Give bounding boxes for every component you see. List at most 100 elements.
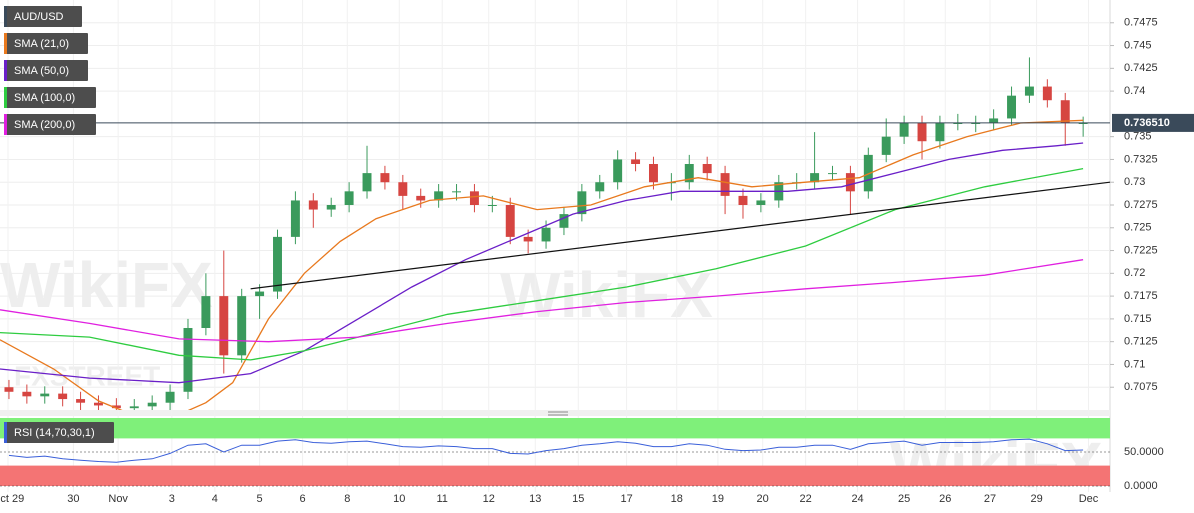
panel-separator[interactable] — [0, 410, 1110, 416]
watermark: WikiFX — [500, 259, 713, 331]
candle-body — [541, 227, 551, 242]
candle-body — [344, 191, 354, 205]
y-tick-label: 50.0000 — [1124, 446, 1164, 458]
x-tick-label: 22 — [800, 493, 812, 505]
x-tick-label: Oct 29 — [0, 493, 24, 505]
y-tick-label: 0.72 — [1124, 267, 1145, 279]
legend-label[interactable]: SMA (100,0) — [14, 92, 75, 104]
rsi-panel — [0, 418, 1110, 487]
legend-swatch[interactable] — [4, 33, 7, 54]
candle-body — [255, 291, 265, 297]
x-tick-label: 29 — [1030, 493, 1042, 505]
last-price-label: 0.736510 — [1124, 117, 1170, 129]
x-tick-label: 15 — [572, 493, 584, 505]
candle-body — [76, 399, 86, 403]
candle-body — [416, 195, 426, 201]
candle-body — [219, 296, 229, 356]
y-tick-label: 0.73 — [1124, 176, 1145, 188]
candle-body — [613, 159, 623, 183]
legend-label[interactable]: SMA (50,0) — [14, 65, 69, 77]
x-tick-label: 8 — [344, 493, 350, 505]
rsi-legend-swatch[interactable] — [4, 422, 7, 443]
y-tick-label: 0.735 — [1124, 131, 1152, 143]
candle-body — [22, 391, 32, 397]
candle-body — [237, 296, 247, 356]
legend-box[interactable] — [4, 114, 96, 135]
x-tick-label: 20 — [757, 493, 769, 505]
candle-body — [1060, 100, 1070, 123]
rsi-band — [0, 465, 1110, 486]
candle-body — [971, 123, 981, 124]
legend-swatch[interactable] — [4, 114, 7, 135]
candle-body — [899, 123, 909, 137]
y-tick-label: 0.7225 — [1124, 244, 1158, 256]
sma-line — [0, 259, 1084, 343]
y-tick-label: 0.74 — [1124, 85, 1145, 97]
candle-body — [1078, 123, 1088, 124]
candle-body — [165, 391, 175, 403]
x-tick-label: 10 — [393, 493, 405, 505]
y-tick-label: 0.7425 — [1124, 62, 1158, 74]
sma-line — [0, 142, 1084, 384]
candle-body — [147, 402, 157, 407]
y-tick-label: 0.725 — [1124, 222, 1152, 234]
candle-body — [595, 182, 605, 192]
legend-label[interactable]: SMA (21,0) — [14, 38, 69, 50]
rsi-band — [0, 418, 1110, 439]
rsi-legend-box[interactable] — [4, 422, 114, 443]
grid — [0, 0, 1110, 492]
x-tick-label: 5 — [257, 493, 263, 505]
candle-body — [40, 393, 50, 397]
x-tick-label: 26 — [939, 493, 951, 505]
legend-box[interactable] — [4, 87, 96, 108]
legend-label[interactable]: AUD/USD — [14, 11, 64, 23]
y-tick-label: 0.7275 — [1124, 199, 1158, 211]
x-tick-label: 24 — [851, 493, 863, 505]
candle-body — [738, 195, 748, 205]
y-tick-label: 0.7075 — [1124, 381, 1158, 393]
x-tick-label: 6 — [300, 493, 306, 505]
candle-body — [452, 191, 462, 193]
x-tick-label: 3 — [169, 493, 175, 505]
candle-body — [989, 118, 999, 123]
candle-body — [183, 328, 193, 392]
candle-body — [326, 205, 336, 210]
x-tick-label: 25 — [898, 493, 910, 505]
legend-box[interactable] — [4, 60, 88, 81]
rsi-line — [8, 438, 1084, 463]
candle-body — [684, 164, 694, 183]
axes: 0.7075 0.71 0.7125 0.715 0.7175 0.72 0.7225 0.7… — [0, 17, 1194, 505]
legend-swatch[interactable] — [4, 60, 7, 81]
candle-body — [362, 173, 372, 192]
legend-box[interactable] — [4, 33, 88, 54]
x-tick-label: 12 — [483, 493, 495, 505]
watermark: WikiFX — [0, 249, 213, 321]
candle-body — [290, 200, 300, 237]
legend-swatch[interactable] — [4, 87, 7, 108]
candle-body — [810, 173, 820, 183]
candle-body — [380, 173, 390, 183]
candle-body — [559, 214, 569, 228]
candle-body — [756, 200, 766, 205]
candle-body — [1042, 86, 1052, 101]
x-tick-label: Nov — [108, 493, 128, 505]
price-panel — [0, 57, 1110, 410]
candle-body — [631, 159, 641, 164]
candle-body — [434, 191, 444, 201]
x-tick-label: 18 — [671, 493, 683, 505]
sma-line — [0, 119, 1084, 410]
y-tick-label: 0.715 — [1124, 313, 1152, 325]
watermark: FXSTREET — [14, 360, 160, 391]
watermark: WikiFX — [890, 429, 1103, 501]
legend-box[interactable] — [4, 6, 82, 27]
legend-label[interactable]: SMA (200,0) — [14, 119, 75, 131]
x-tick-label: 27 — [984, 493, 996, 505]
x-tick-label: 30 — [67, 493, 79, 505]
candle-body — [93, 402, 103, 406]
sma-line — [0, 167, 1084, 361]
candle-body — [58, 393, 68, 400]
rsi-legend-label[interactable]: RSI (14,70,30,1) — [14, 427, 95, 439]
candle-body — [828, 173, 837, 175]
legend-swatch[interactable] — [4, 6, 7, 27]
